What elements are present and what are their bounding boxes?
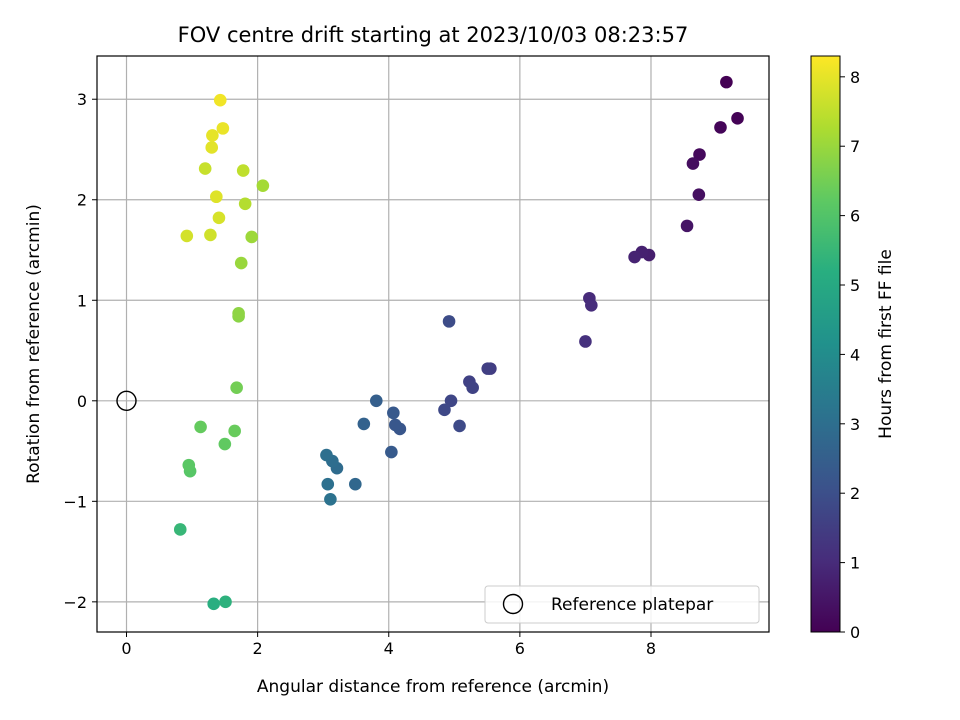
data-point xyxy=(210,190,223,204)
reference-marker-group xyxy=(116,390,137,411)
data-point xyxy=(212,211,226,225)
data-point xyxy=(349,477,362,491)
data-point xyxy=(369,394,383,408)
data-point xyxy=(579,335,592,348)
data-point xyxy=(228,424,241,438)
data-point xyxy=(219,595,232,609)
colorbar-tick-label: 1 xyxy=(850,554,860,573)
data-point xyxy=(714,121,727,134)
data-point xyxy=(256,179,270,192)
data-point xyxy=(234,256,248,270)
gridlines xyxy=(97,56,769,632)
legend-marker-open-circle xyxy=(502,593,524,615)
data-point xyxy=(731,112,744,125)
data-point xyxy=(720,75,733,89)
data-point xyxy=(245,230,259,244)
data-point xyxy=(173,523,187,536)
data-point xyxy=(680,219,694,233)
data-point xyxy=(198,162,212,175)
data-point xyxy=(236,164,250,177)
y-tick-label: 1 xyxy=(77,291,87,310)
data-point xyxy=(324,493,337,506)
colorbar-tick-label: 4 xyxy=(850,345,860,364)
data-point xyxy=(444,394,458,408)
data-point xyxy=(230,381,243,395)
colorbar-ticks: 0 1 2 3 4 5 6 7 8 xyxy=(840,68,860,642)
colorbar: 0 1 2 3 4 5 6 7 8 Hours from first FF file xyxy=(810,55,896,642)
colorbar-label: Hours from first FF file xyxy=(876,249,896,439)
data-point xyxy=(438,403,451,417)
colorbar-tick-label: 8 xyxy=(850,68,860,87)
y-axis-ticks: −2 −1 0 1 2 3 xyxy=(63,90,97,612)
y-tick-label: 2 xyxy=(77,191,87,210)
colorbar-tick-label: 2 xyxy=(850,484,860,503)
x-tick-label: 0 xyxy=(121,639,131,658)
data-point xyxy=(692,188,706,202)
data-point xyxy=(218,437,232,451)
data-point xyxy=(213,93,227,107)
data-point xyxy=(357,417,371,431)
data-point xyxy=(205,141,219,154)
data-point xyxy=(387,406,400,420)
y-tick-label: −2 xyxy=(63,593,87,612)
data-point xyxy=(216,122,230,135)
x-tick-label: 4 xyxy=(384,639,394,658)
data-point xyxy=(180,229,194,243)
data-point xyxy=(320,448,333,462)
legend: Reference platepar xyxy=(484,585,760,624)
y-tick-label: 0 xyxy=(77,392,87,411)
data-point xyxy=(585,298,598,312)
data-point xyxy=(207,597,220,611)
colorbar-tick-label: 3 xyxy=(850,415,860,434)
x-axis-label: Angular distance from reference (arcmin) xyxy=(257,677,609,697)
data-point xyxy=(693,148,706,161)
data-point xyxy=(686,157,700,170)
reference-platepar-marker xyxy=(116,390,137,411)
data-point xyxy=(385,445,398,459)
data-point xyxy=(321,477,335,491)
y-tick-label: 3 xyxy=(77,90,87,109)
data-point xyxy=(453,419,466,433)
x-axis-ticks: 0 2 4 6 8 xyxy=(121,632,656,658)
data-point xyxy=(182,458,196,472)
legend-label: Reference platepar xyxy=(551,595,713,615)
data-point xyxy=(442,315,456,328)
x-tick-label: 6 xyxy=(515,639,525,658)
colorbar-tick-label: 5 xyxy=(850,276,860,295)
data-point xyxy=(204,228,217,242)
data-point xyxy=(238,197,252,211)
colorbar-tick-label: 0 xyxy=(850,623,860,642)
chart-title: FOV centre drift starting at 2023/10/03 … xyxy=(178,23,689,47)
plot-area-frame xyxy=(96,55,770,633)
y-tick-label: −1 xyxy=(63,492,87,511)
data-point xyxy=(206,129,219,142)
data-point xyxy=(466,381,479,395)
data-points xyxy=(173,75,744,611)
data-point xyxy=(389,418,402,432)
colorbar-gradient xyxy=(810,55,841,633)
legend-box xyxy=(484,585,760,624)
x-tick-label: 2 xyxy=(253,639,263,658)
colorbar-tick-label: 7 xyxy=(850,137,860,156)
y-axis-label: Rotation from reference (arcmin) xyxy=(24,204,44,484)
data-point xyxy=(628,250,641,264)
colorbar-tick-label: 6 xyxy=(850,207,860,226)
data-point xyxy=(232,307,245,320)
data-point xyxy=(194,420,207,434)
data-point xyxy=(481,362,495,375)
x-tick-label: 8 xyxy=(646,639,656,658)
